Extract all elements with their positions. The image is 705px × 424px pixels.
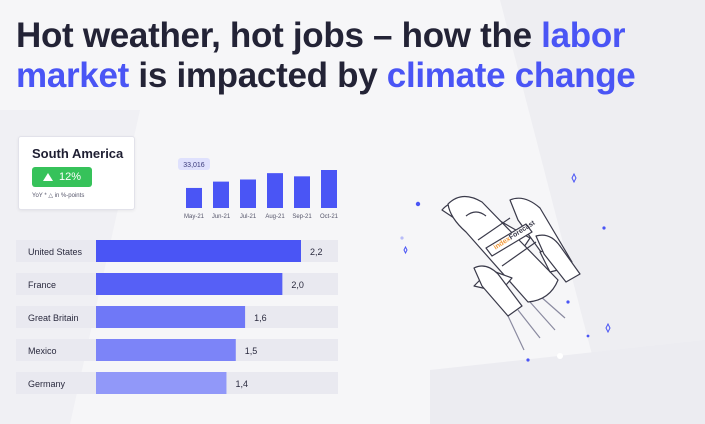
monthly-tick-label: Oct-21 (320, 214, 339, 220)
sparkle-diamond-icon (571, 172, 577, 184)
country-bar (96, 372, 227, 394)
country-value-label: 1,4 (235, 379, 248, 389)
country-value-label: 2,0 (291, 280, 304, 290)
sparkle-diamond-icon (605, 322, 611, 334)
growth-value: 12% (58, 171, 82, 183)
monthly-tick-label: Jul-21 (240, 214, 257, 220)
monthly-bar (213, 181, 229, 208)
country-label: Mexico (28, 346, 57, 356)
country-label: Germany (28, 379, 66, 389)
monthly-bar (321, 170, 337, 208)
country-bar (96, 339, 236, 361)
monthly-bar (240, 179, 256, 208)
country-bar (96, 240, 301, 262)
sparkle-dot-icon (400, 236, 404, 240)
monthly-bar-chart: May-21 Jun-21 Jul-21 Aug-21 Sep-21 Oct-21 33,0… (178, 158, 339, 220)
country-value-label: 1,5 (245, 346, 258, 356)
monthly-bar (294, 176, 310, 208)
title-accent-labor: labor (541, 16, 626, 55)
sparkle-dot-icon (602, 226, 606, 230)
region-note: YoY * △ in %-points (32, 193, 85, 199)
sparkle-dot-icon (415, 201, 421, 207)
annotation-bubble (178, 158, 210, 170)
country-bar-chart: United States 2,2 France 2,0 Great Britain 1,… (16, 240, 338, 394)
sparkle-dot-icon (526, 358, 530, 362)
country-label: France (28, 280, 56, 290)
growth-badge: 12% (32, 167, 92, 187)
country-value-label: 2,2 (310, 247, 323, 257)
country-bar (96, 306, 246, 328)
country-label: United States (28, 247, 83, 257)
monthly-tick-label: Jun-21 (212, 214, 231, 220)
country-value-label: 1,6 (254, 313, 267, 323)
region-card[interactable]: South America 12% YoY * △ in %-points (18, 136, 135, 210)
page-title: Hot weather, hot jobs – how the labor ma… (16, 16, 636, 95)
title-accent-climate: climate change (386, 56, 636, 95)
monthly-bar (186, 187, 202, 208)
monthly-tick-label: Aug-21 (265, 214, 285, 220)
annotation-label: 33,016 (183, 162, 205, 169)
country-label: Great Britain (28, 313, 79, 323)
sparkle-dot-icon (566, 300, 570, 304)
country-bar (96, 273, 283, 295)
region-name: South America (32, 146, 124, 161)
monthly-tick-label: Sep-21 (292, 214, 312, 220)
title-accent-market: market (16, 56, 129, 95)
monthly-bar (267, 173, 283, 208)
sparkle-diamond-icon (403, 245, 408, 255)
triangle-up-icon (42, 173, 53, 181)
sparkle-dot-icon (557, 353, 563, 359)
monthly-tick-label: May-21 (184, 214, 205, 220)
rocket-illustration: indexForecast (400, 172, 611, 362)
sparkle-dot-icon (586, 334, 590, 338)
